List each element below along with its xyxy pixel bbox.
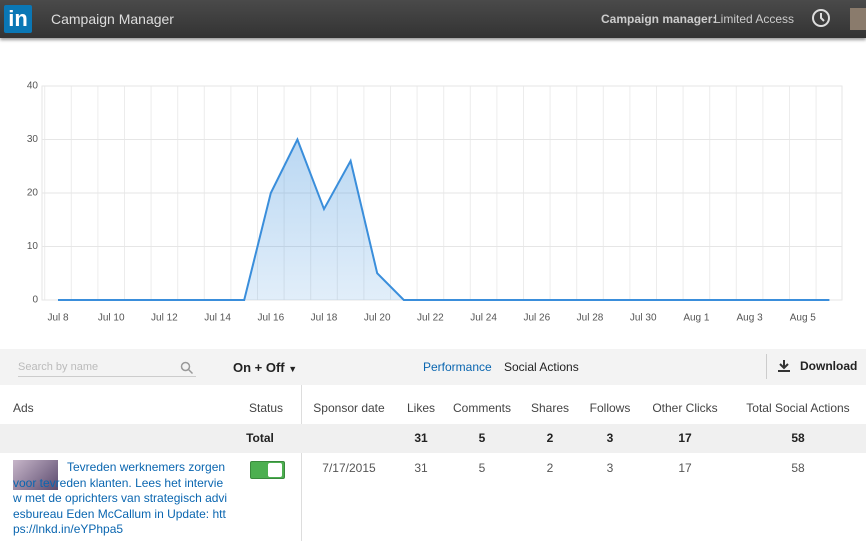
x-tick-label: Jul 14 xyxy=(204,313,231,324)
x-tick-label: Aug 3 xyxy=(737,313,764,324)
access-label: Campaign manager: xyxy=(601,12,717,26)
x-tick-label: Jul 24 xyxy=(470,313,497,324)
cell: 7/17/2015 xyxy=(322,461,376,475)
total-cell: 5 xyxy=(478,431,486,445)
cell: 2 xyxy=(546,461,554,475)
x-tick-label: Jul 16 xyxy=(257,313,284,324)
column-header: Follows xyxy=(589,401,631,415)
total-cell: 3 xyxy=(606,431,614,445)
y-tick-label: 30 xyxy=(27,134,39,145)
column-header: Other Clicks xyxy=(652,401,718,415)
x-tick-label: Jul 20 xyxy=(364,313,391,324)
ad-text[interactable]: Tevreden werknemers zorgen voor tevreden… xyxy=(13,460,228,536)
ad-thumbnail xyxy=(13,460,58,490)
toolbar: Search by name On + Off ▼ Performance So… xyxy=(0,349,866,385)
column-divider xyxy=(301,385,302,541)
x-tick-label: Jul 26 xyxy=(523,313,550,324)
status-toggle[interactable] xyxy=(250,461,285,479)
cell: 31 xyxy=(414,461,428,475)
y-tick-label: 20 xyxy=(27,188,39,199)
divider xyxy=(766,354,767,379)
column-header: Likes xyxy=(406,401,435,415)
column-header: Ads xyxy=(13,401,34,415)
x-tick-label: Jul 8 xyxy=(47,313,69,324)
x-tick-label: Jul 22 xyxy=(417,313,444,324)
column-header: Comments xyxy=(452,401,511,415)
clock-icon[interactable] xyxy=(811,8,831,28)
total-cell: Total xyxy=(246,431,274,445)
app-name: Campaign Manager xyxy=(51,11,174,27)
toggle-knob xyxy=(268,463,282,477)
cell: 3 xyxy=(606,461,614,475)
tab[interactable]: Social Actions xyxy=(504,360,579,374)
y-tick-label: 10 xyxy=(27,241,39,252)
download-button[interactable]: Download xyxy=(800,359,858,373)
line xyxy=(58,137,830,301)
y-tick-label: 40 xyxy=(27,81,39,92)
column-header: Shares xyxy=(530,401,570,415)
tab[interactable]: Performance xyxy=(423,360,492,374)
x-tick-label: Jul 12 xyxy=(151,313,178,324)
download-icon[interactable] xyxy=(777,359,791,373)
header: in Campaign Manager Campaign manager: Li… xyxy=(0,0,866,38)
cell: 58 xyxy=(791,461,805,475)
filter-label: On + Off xyxy=(233,360,285,375)
total-cell: 58 xyxy=(791,431,805,445)
x-tick-label: Jul 28 xyxy=(577,313,604,324)
x-tick-label: Jul 30 xyxy=(630,313,657,324)
total-cell: 2 xyxy=(546,431,554,445)
cell: 5 xyxy=(478,461,486,475)
filter-dropdown[interactable]: On + Off ▼ xyxy=(233,360,297,375)
cell: 17 xyxy=(678,461,692,475)
x-tick-label: Aug 1 xyxy=(683,313,710,324)
column-header: Status xyxy=(248,401,284,415)
total-row xyxy=(0,424,866,453)
x-tick-label: Jul 10 xyxy=(98,313,125,324)
y-tick-label: 0 xyxy=(32,295,38,306)
logo[interactable]: in xyxy=(4,5,32,33)
total-cell: 17 xyxy=(678,431,692,445)
search-icon[interactable] xyxy=(180,361,194,375)
x-tick-label: Jul 18 xyxy=(311,313,338,324)
avatar[interactable] xyxy=(850,8,866,30)
dropdown-caret: ▼ xyxy=(288,364,298,374)
access-value: Limited Access xyxy=(714,12,795,26)
x-tick-label: Aug 5 xyxy=(790,313,817,324)
total-cell: 31 xyxy=(414,431,428,445)
column-header: Sponsor date xyxy=(313,401,385,415)
column-header: Total Social Actions xyxy=(746,401,850,415)
chart: Jul 8 Jul 10 Jul 12 Jul 14 Jul 16 Jul 18 Jul 2… xyxy=(27,81,843,324)
search-input[interactable]: Search by name xyxy=(18,361,196,377)
search-placeholder: Search by name xyxy=(18,361,99,373)
